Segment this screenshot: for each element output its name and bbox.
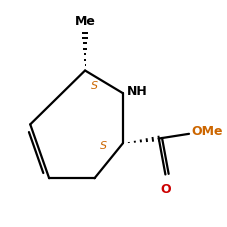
Text: Me: Me xyxy=(75,15,96,28)
Text: S: S xyxy=(100,141,107,151)
Text: NH: NH xyxy=(127,85,147,98)
Text: S: S xyxy=(91,81,98,91)
Text: O: O xyxy=(160,183,171,196)
Text: OMe: OMe xyxy=(192,126,223,138)
